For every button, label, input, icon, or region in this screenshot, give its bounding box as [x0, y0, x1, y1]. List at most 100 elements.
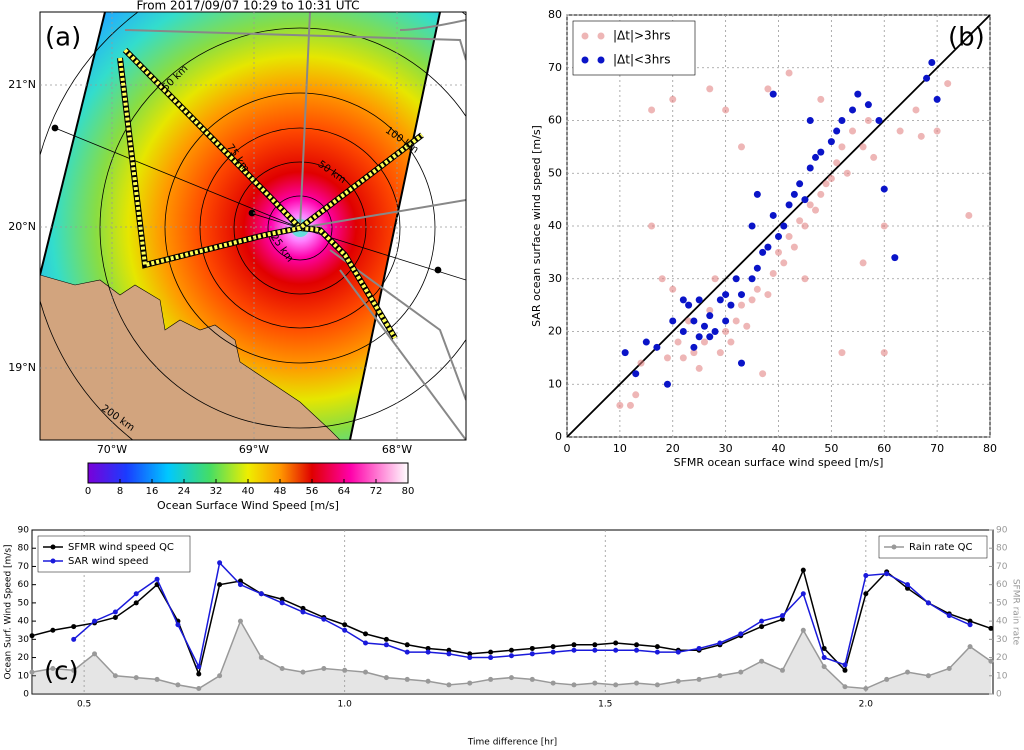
colorbar-tick-label: 56: [306, 486, 319, 497]
series-point: [842, 684, 848, 690]
series-point: [446, 651, 452, 657]
series-point: [613, 682, 619, 688]
series-point: [29, 633, 35, 639]
series-point: [738, 631, 744, 637]
series-point: [404, 642, 410, 648]
scatter-point: [632, 391, 640, 399]
swath-edge: [349, 12, 441, 440]
scatter-point: [796, 180, 804, 188]
y-tick-label: 0: [555, 430, 562, 443]
colorbar-tick-label: 48: [274, 486, 287, 497]
colorbar-tick-label: 72: [370, 486, 383, 497]
series-point: [217, 582, 223, 588]
colorbar-tick-label: 32: [210, 486, 223, 497]
scatter-point: [648, 222, 656, 230]
scatter-point: [822, 180, 830, 188]
scatter-point: [732, 317, 740, 325]
x-axis-label: SFMR ocean surface wind speed [m/s]: [674, 456, 884, 469]
series-point: [279, 596, 285, 602]
scatter-point: [875, 117, 883, 124]
series-point: [634, 642, 640, 648]
y-tick-label: 40: [18, 617, 30, 627]
x-tick-label: 1.5: [598, 700, 612, 710]
series-point: [988, 625, 994, 631]
y-axis-label: Ocean Surf. Wind Speed [m/s]: [4, 544, 14, 679]
series-point: [717, 673, 723, 679]
series-point: [383, 636, 389, 642]
scatter-point: [706, 306, 714, 314]
scatter-point: [690, 343, 698, 351]
scatter-point: [653, 343, 661, 351]
scatter-point: [870, 153, 878, 161]
scatter-point: [674, 338, 682, 346]
colorbar-tick-label: 24: [178, 486, 191, 497]
series-point: [925, 673, 931, 679]
scatter-point: [711, 328, 719, 335]
legend-box: [572, 20, 696, 76]
scatter-point: [764, 291, 772, 299]
scatter-point: [642, 338, 650, 346]
scatter-point: [827, 175, 835, 183]
colorbar-label: Ocean Surface Wind Speed [m/s]: [157, 499, 339, 512]
scatter-point: [616, 401, 624, 409]
y-tick-label: 60: [18, 580, 30, 590]
scatter-point: [743, 322, 751, 330]
scatter-point: [727, 301, 735, 309]
scatter-point: [785, 69, 793, 77]
y-tick-label: 90: [18, 526, 30, 536]
scatter-point: [769, 90, 777, 98]
rain-area: [32, 621, 991, 694]
scatter-point: [706, 312, 714, 320]
series-point: [154, 676, 160, 682]
series-point: [133, 600, 139, 606]
scatter-point: [722, 106, 730, 114]
x-tick-label: 70: [930, 442, 944, 455]
lon-label: 69°W: [239, 443, 269, 456]
series-point: [467, 680, 473, 686]
series-point: [92, 651, 98, 657]
scatter-point: [632, 370, 640, 378]
series-frame: [31, 529, 994, 695]
legend-label: |Δt|>3hrs: [613, 29, 670, 43]
x-tick-label: 30: [719, 442, 733, 455]
scatter-point: [944, 80, 952, 88]
series-point: [821, 655, 827, 661]
series-point: [863, 591, 869, 597]
series-point: [446, 682, 452, 688]
scatter-point: [812, 206, 820, 214]
scatter-point: [759, 248, 767, 256]
series-point: [779, 616, 785, 622]
scatter-point: [737, 301, 745, 309]
y-tick-label: 80: [548, 8, 562, 21]
scatter-point: [833, 127, 841, 135]
series-line: [73, 561, 971, 669]
series-point: [571, 682, 577, 688]
scatter-point: [737, 143, 745, 151]
scatter-point: [695, 333, 703, 341]
series-point: [404, 676, 410, 682]
legend-label: SAR wind speed: [68, 556, 149, 567]
scatter-point: [796, 217, 804, 225]
lat-label: 19°N: [8, 361, 36, 374]
scatter-point: [780, 222, 788, 230]
series-point: [759, 624, 765, 630]
legend-marker: [597, 56, 605, 64]
scatter-point: [928, 58, 936, 66]
series-point: [342, 667, 348, 673]
y2-tick-label: 60: [996, 580, 1008, 590]
scatter-point: [695, 296, 703, 304]
scatter-point: [722, 291, 730, 299]
scatter-point: [880, 349, 888, 357]
series-point: [592, 642, 598, 648]
series-point: [300, 669, 306, 675]
legend-marker: [891, 544, 897, 550]
colorbar-tick-label: 64: [338, 486, 351, 497]
lon-label: 68°W: [382, 443, 412, 456]
series-point: [696, 645, 702, 651]
scatter-point: [817, 190, 825, 198]
series-point: [592, 647, 598, 653]
series-point: [112, 609, 118, 615]
series-point: [488, 649, 494, 655]
y2-tick-label: 50: [996, 598, 1008, 608]
legend-label: |Δt|<3hrs: [613, 53, 670, 67]
